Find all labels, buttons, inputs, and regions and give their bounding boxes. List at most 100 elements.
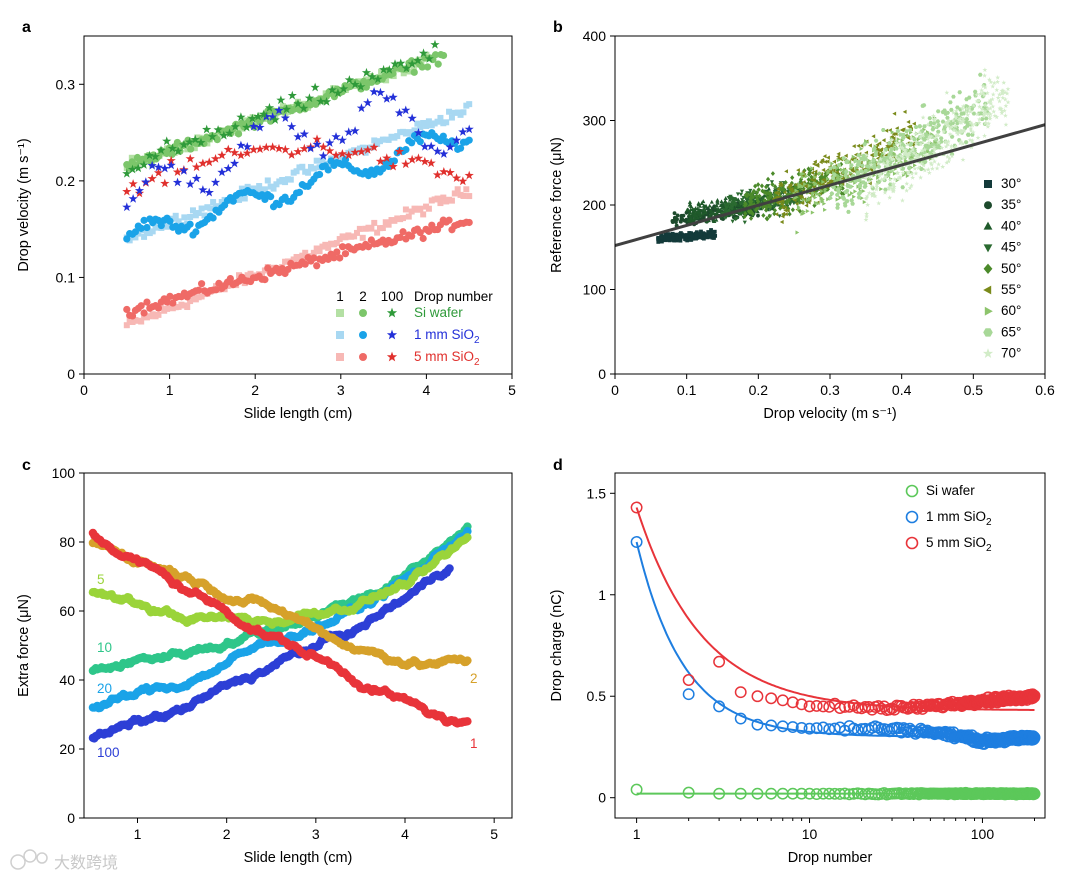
panel-b-marker-star xyxy=(930,156,935,161)
panel-b-marker-hexagon xyxy=(857,190,863,195)
panel-b-marker-diamond xyxy=(764,216,769,222)
panel-a-marker-star xyxy=(325,138,335,147)
panel-b-marker-star xyxy=(910,146,916,152)
panel-a-marker-circle xyxy=(445,216,453,224)
panel-b-marker-circle xyxy=(756,213,760,218)
panel-a-marker-square xyxy=(187,213,194,220)
panel-a-marker-circle xyxy=(213,136,221,144)
panel-b-marker-star xyxy=(981,92,987,98)
panel-b-marker-hexagon xyxy=(957,90,962,95)
panel-b-marker-hexagon xyxy=(849,163,854,168)
panel-d-point-1 xyxy=(1028,731,1041,744)
panel-b-marker-star xyxy=(907,185,913,191)
panel-a-marker-star xyxy=(236,112,246,122)
panel-a-marker-circle xyxy=(330,254,338,262)
panel-d-point-0 xyxy=(786,787,799,800)
panel-a-marker-star xyxy=(162,136,172,146)
panel-a-marker-circle xyxy=(396,233,404,242)
panel-b-marker-hexagon xyxy=(923,143,928,148)
panel-b-marker-triangle-right xyxy=(843,167,847,172)
panel-a-marker-square xyxy=(466,193,473,200)
panel-b-marker-diamond xyxy=(768,191,773,197)
panel-b-marker-square xyxy=(701,236,705,240)
panel-b-marker-triangle-left xyxy=(809,177,814,182)
panel-b-marker-star xyxy=(920,139,925,144)
panel-a-marker-circle xyxy=(408,139,416,147)
panel-a-marker-circle xyxy=(465,136,473,144)
panel-b-marker-triangle-down xyxy=(723,216,728,220)
panel-b-marker-triangle-right xyxy=(838,195,843,200)
panel-b-marker-hexagon xyxy=(873,151,878,156)
panel-b-marker-star xyxy=(976,116,982,122)
panel-b-marker-triangle-left xyxy=(884,128,889,133)
panel-b-marker-triangle-down xyxy=(765,184,771,188)
panel-b-marker-triangle-left xyxy=(868,143,872,148)
panel-b-marker-triangle-right xyxy=(839,174,844,179)
panel-b-marker-star xyxy=(900,145,905,150)
panel-d-point-2 xyxy=(751,690,764,703)
panel-b-marker-hexagon xyxy=(906,166,912,170)
panel-a-marker-circle xyxy=(267,193,275,201)
panel-a-marker-star xyxy=(191,162,202,172)
panel-b-marker-star xyxy=(864,211,870,216)
panel-a-marker-circle xyxy=(416,229,424,237)
panel-a-marker-star xyxy=(128,194,138,203)
panel-b-marker-star xyxy=(969,138,975,143)
panel-b-marker-hexagon xyxy=(843,190,848,194)
panel-a-marker-star xyxy=(280,113,290,122)
panel-a-marker-star xyxy=(141,177,151,186)
panel-b-marker-square xyxy=(684,233,688,238)
panel-a-marker-star xyxy=(207,131,217,141)
panel-b-marker-star xyxy=(953,115,959,121)
panel-a-marker-star xyxy=(160,163,170,173)
panel-d-point-1 xyxy=(765,719,778,732)
panel-a-marker-star xyxy=(325,146,335,155)
panel-a-marker-square xyxy=(319,157,326,164)
panel-b-marker-hexagon xyxy=(935,119,941,124)
panel-b-marker-triangle-left xyxy=(783,205,788,210)
panel-b-marker-diamond xyxy=(807,170,812,176)
panel-b-marker-diamond xyxy=(756,187,761,193)
panel-a-marker-circle xyxy=(123,235,131,243)
panel-b-marker-diamond xyxy=(747,209,753,215)
panel-b-marker-hexagon xyxy=(859,169,864,174)
panel-a-marker-circle xyxy=(169,299,177,307)
panel-a-marker-circle xyxy=(338,243,347,251)
panel-a-marker-square xyxy=(287,176,294,183)
panel-b-marker-diamond xyxy=(836,167,841,173)
panel-b-marker-star xyxy=(976,120,982,125)
panel-b-marker-triangle-right xyxy=(818,171,823,176)
panel-a-marker-square xyxy=(322,241,329,248)
panel-b-marker-triangle-right xyxy=(803,182,807,187)
panel-b-marker-circle xyxy=(674,220,678,225)
panel-b-marker-triangle-left xyxy=(912,121,916,126)
panel-b-marker-square xyxy=(667,234,672,239)
panel-b-marker-triangle-right xyxy=(840,183,845,188)
panel-b-marker-triangle-up xyxy=(707,213,713,218)
panel-a-marker-star xyxy=(122,168,132,178)
panel-a-marker-circle xyxy=(456,144,465,152)
panel-b-marker-square xyxy=(674,232,679,237)
panel-b-marker-triangle-left xyxy=(891,132,896,137)
panel-b-marker-square xyxy=(707,234,712,239)
panel-b-marker-star xyxy=(909,135,915,141)
panel-b-marker-hexagon xyxy=(943,111,948,116)
panel-b-marker-triangle-left xyxy=(825,159,830,164)
panel-b-marker-hexagon xyxy=(853,158,858,163)
panel-b-marker-square xyxy=(693,236,698,241)
panel-a-marker-square xyxy=(400,70,407,77)
panel-b-marker-star xyxy=(893,153,899,159)
panel-b-marker-star xyxy=(932,116,938,121)
panel-b-marker-triangle-right xyxy=(916,137,921,142)
panel-b-marker-star xyxy=(874,181,880,187)
panel-a-marker-star xyxy=(356,82,366,91)
panel-b-marker-star xyxy=(887,177,893,182)
panel-b-marker-hexagon xyxy=(844,160,849,165)
panel-a-marker-square xyxy=(410,65,417,72)
panel-d-point-0 xyxy=(834,787,846,800)
panel-b-marker-star xyxy=(912,166,918,171)
panel-a-marker-star xyxy=(127,164,138,174)
panel-b-marker-triangle-left xyxy=(879,147,884,152)
panel-d-point-2 xyxy=(776,694,789,707)
panel-b-marker-star xyxy=(882,190,888,195)
